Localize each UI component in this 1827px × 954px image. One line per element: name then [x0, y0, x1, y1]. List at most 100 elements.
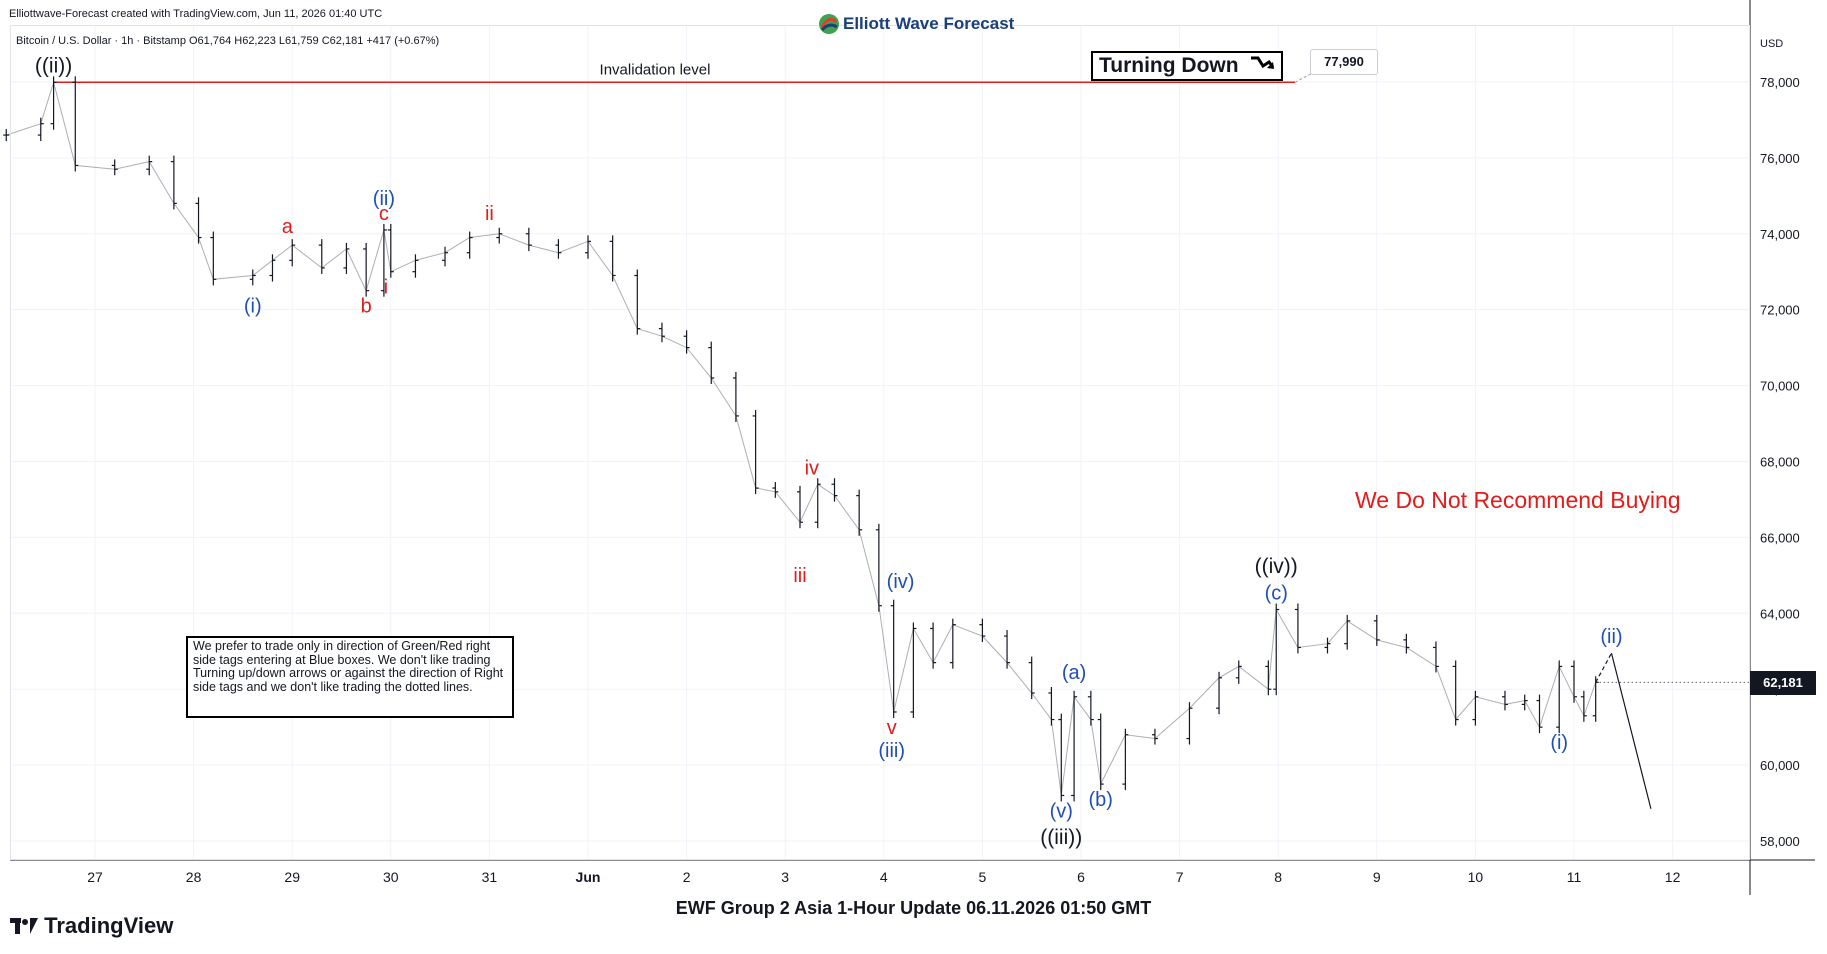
price-bar	[1580, 690, 1587, 722]
turning-down-box: Turning Down	[1091, 51, 1283, 81]
wave-label: (ii)	[373, 188, 395, 210]
invalidation-label: Invalidation level	[600, 61, 711, 78]
price-bar	[1273, 603, 1280, 696]
price-bar	[210, 231, 217, 286]
x-tick-label: 28	[186, 869, 202, 885]
price-bar	[1324, 637, 1331, 654]
price-bar	[1571, 660, 1577, 703]
price-bar	[1087, 690, 1094, 726]
x-tick-label: 31	[482, 869, 498, 885]
price-bar	[1151, 728, 1158, 745]
price-bar	[525, 227, 532, 252]
price-bar	[37, 117, 44, 142]
price-bar	[343, 242, 350, 274]
y-tick-label: 64,000	[1760, 606, 1800, 621]
currency-label: USD	[1760, 38, 1783, 50]
price-bar	[1294, 603, 1301, 654]
price-bar	[856, 489, 863, 536]
price-bar	[1216, 671, 1223, 715]
x-tick-label: 12	[1665, 869, 1681, 885]
arrow-down-right-icon	[1251, 56, 1275, 69]
y-tick-label: 74,000	[1760, 227, 1800, 242]
price-bar	[772, 482, 779, 498]
price-bar	[752, 409, 759, 495]
y-tick-label: 60,000	[1760, 758, 1800, 773]
price-bar	[1501, 690, 1508, 711]
price-bar	[585, 235, 591, 259]
price-bar	[72, 76, 79, 172]
y-tick-label: 78,000	[1760, 75, 1800, 90]
y-tick-label: 66,000	[1760, 530, 1800, 545]
price-bar	[1265, 660, 1272, 696]
y-tick-label: 70,000	[1760, 379, 1800, 394]
trading-notice: We prefer to trade only in direction of …	[186, 636, 514, 718]
tradingview-logo: TradingView	[10, 913, 173, 939]
wave-label: c	[379, 203, 389, 225]
wave-label: (i)	[1550, 732, 1568, 754]
wave-label: a	[282, 216, 294, 238]
current-price-badge: 62,181	[1750, 671, 1816, 695]
price-bar	[1344, 614, 1351, 650]
price-bar	[1521, 694, 1528, 711]
price-bar	[949, 618, 956, 669]
price-bar	[1452, 660, 1459, 726]
wave-label: iii	[793, 565, 806, 587]
price-bar	[930, 622, 937, 669]
price-bar	[1097, 713, 1104, 791]
price-bar	[146, 155, 153, 176]
x-tick-label: 11	[1567, 869, 1582, 885]
turning-label: Turning Down	[1099, 54, 1239, 77]
tradingview-icon	[10, 918, 38, 934]
price-bar	[1186, 702, 1193, 745]
price-bar	[1122, 728, 1129, 791]
warning-text: We Do Not Recommend Buying	[1355, 487, 1681, 513]
price-bar	[380, 223, 387, 297]
y-tick-label: 76,000	[1760, 151, 1800, 166]
price-bar	[609, 235, 616, 282]
price-bar	[634, 269, 641, 335]
price-bar	[269, 254, 276, 282]
price-bar	[1373, 614, 1380, 646]
price-bar	[1028, 656, 1035, 699]
price-bar	[363, 242, 370, 297]
x-tick-label: 3	[781, 869, 789, 885]
wave-label: ((iii))	[1040, 826, 1082, 849]
wave-label: (c)	[1265, 583, 1288, 605]
price-bar	[732, 371, 739, 422]
wave-label: (a)	[1062, 662, 1086, 684]
wave-label: (v)	[1050, 800, 1073, 822]
price-bar	[1048, 687, 1055, 726]
projection-solid	[1610, 653, 1652, 809]
price-bar	[831, 478, 838, 502]
tradingview-wordmark: TradingView	[44, 913, 174, 938]
price-bar	[1556, 660, 1563, 734]
price-bar	[111, 159, 118, 176]
price-bar	[318, 239, 325, 274]
price-bar	[195, 197, 202, 244]
x-tick-label: 6	[1077, 869, 1085, 885]
price-bar	[1536, 694, 1543, 734]
x-tick-label: 30	[383, 869, 399, 885]
y-tick-label: 72,000	[1760, 303, 1800, 318]
price-bar	[708, 341, 715, 384]
wave-label: (ii)	[1600, 626, 1622, 648]
wave-label: iv	[805, 457, 819, 479]
wave-label: ((iv))	[1255, 555, 1298, 578]
footer-title: EWF Group 2 Asia 1-Hour Update 06.11.202…	[675, 898, 1152, 918]
price-bar	[683, 330, 690, 354]
wave-label: (iv)	[887, 571, 915, 593]
projection-dashed	[1595, 652, 1612, 683]
symbol-info: Bitcoin / U.S. Dollar · 1h · Bitstamp O6…	[16, 35, 440, 47]
ewf-logo-icon	[819, 14, 839, 34]
wave-label: i	[384, 277, 388, 299]
wave-label: v	[887, 717, 897, 739]
plot-frame	[10, 25, 1750, 860]
price-bar	[1403, 633, 1410, 654]
price-bar	[875, 523, 882, 612]
x-tick-label: 7	[1176, 869, 1184, 885]
x-tick-label: 8	[1274, 869, 1282, 885]
price-bar	[1432, 641, 1439, 673]
wave-label: (b)	[1088, 789, 1112, 811]
wave-label: b	[361, 296, 372, 318]
